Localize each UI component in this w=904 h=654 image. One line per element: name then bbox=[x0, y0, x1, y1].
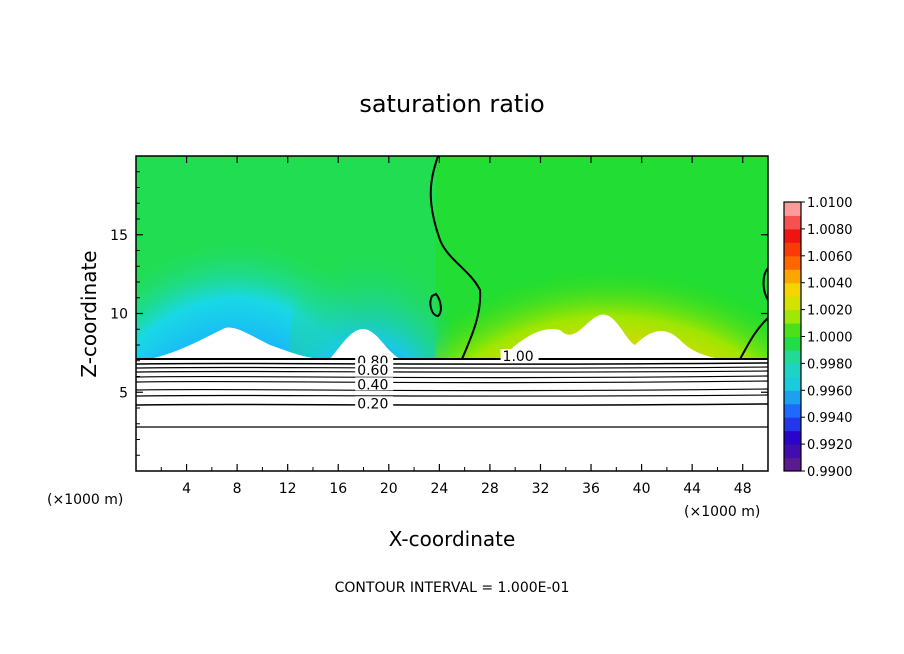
contour-label: 0.20 bbox=[357, 396, 388, 412]
colorbar-tick-label: 0.9900 bbox=[807, 465, 853, 480]
contour-interval-note: CONTOUR INTERVAL = 1.000E-01 bbox=[335, 580, 570, 596]
white-patch-middle bbox=[330, 329, 400, 359]
colorbar-band bbox=[784, 390, 801, 405]
colorbar-band bbox=[784, 336, 801, 351]
colorbar-tick-label: 0.9940 bbox=[807, 411, 853, 426]
colorbar-band bbox=[784, 444, 801, 459]
colorbar-band bbox=[784, 403, 801, 418]
colorbar-band bbox=[784, 430, 801, 445]
white-patch-left bbox=[150, 327, 320, 359]
contour-right-lower bbox=[739, 317, 768, 360]
contour-label: 1.00 bbox=[503, 349, 534, 365]
x-tick-label: 40 bbox=[633, 481, 651, 497]
colorbar-band bbox=[784, 296, 801, 311]
colorbar-tick-label: 1.0100 bbox=[807, 196, 853, 211]
white-patch-right bbox=[500, 314, 720, 359]
colorbar-tick-label: 0.9960 bbox=[807, 384, 853, 399]
colorbar-tick-label: 1.0060 bbox=[807, 250, 853, 265]
colorbar-tick-label: 1.0040 bbox=[807, 277, 853, 292]
y-axis-label: Z-coordinate bbox=[77, 250, 101, 377]
contour-label-bg bbox=[500, 349, 539, 363]
colorbar-band bbox=[784, 349, 801, 364]
colorbar-band bbox=[784, 255, 801, 270]
colorbar-tick-label: 0.9980 bbox=[807, 357, 853, 372]
contour-right-edge bbox=[762, 267, 768, 301]
x-axis-label: X-coordinate bbox=[389, 527, 516, 551]
y-tick-label: 15 bbox=[110, 228, 128, 244]
y-tick-label: 5 bbox=[119, 385, 128, 401]
colorbar-band bbox=[784, 309, 801, 324]
contour-label: 0.40 bbox=[357, 377, 388, 393]
colorbar-tick-label: 1.0020 bbox=[807, 304, 853, 319]
x-tick-label: 48 bbox=[734, 481, 752, 497]
contour-line-1-00 bbox=[429, 156, 482, 360]
x-axis: 4 8 12 16 20 24 28 32 36 40 44 48 bbox=[160, 156, 752, 497]
x-tick-label: 32 bbox=[532, 481, 550, 497]
contour-loop bbox=[429, 292, 442, 318]
colorbar-band bbox=[784, 363, 801, 378]
colorbar-tick-label: 0.9920 bbox=[807, 438, 853, 453]
contour-label-bg bbox=[355, 377, 394, 391]
y-tick-label: 10 bbox=[110, 307, 128, 323]
colorbar-band bbox=[784, 417, 801, 432]
colorbar-band bbox=[784, 269, 801, 284]
colorbar-band bbox=[784, 282, 801, 297]
colorbar-band bbox=[784, 202, 801, 216]
chart-title: saturation ratio bbox=[359, 90, 544, 118]
colorbar-band bbox=[784, 215, 801, 230]
x-tick-label: 16 bbox=[329, 481, 347, 497]
x-tick-label: 24 bbox=[430, 481, 448, 497]
contour-label: 0.60 bbox=[357, 363, 388, 379]
contour-label-bg bbox=[355, 363, 394, 377]
x-unit-left: (×1000 m) bbox=[47, 492, 123, 508]
colorbar: 0.9900 0.9920 0.9940 0.9960 0.9980 1.0000 1.00… bbox=[783, 196, 853, 480]
colorbar-band bbox=[784, 228, 801, 243]
contour-labels: 1.000.800.600.400.20 bbox=[355, 349, 539, 412]
x-unit-right: (×1000 m) bbox=[684, 504, 760, 520]
colorbar-tick-label: 1.0000 bbox=[807, 331, 853, 346]
field-lower bbox=[136, 359, 768, 471]
colorbar-band bbox=[784, 323, 801, 337]
colorbar-band bbox=[784, 242, 801, 257]
x-tick-label: 28 bbox=[481, 481, 499, 497]
colorbar-band bbox=[784, 457, 801, 472]
x-tick-label: 44 bbox=[683, 481, 701, 497]
x-tick-label: 4 bbox=[182, 481, 191, 497]
y-axis: 5 10 15 bbox=[110, 171, 768, 456]
x-tick-label: 36 bbox=[582, 481, 600, 497]
heatmap-field bbox=[136, 156, 768, 471]
colorbar-band bbox=[784, 376, 801, 391]
colorbar-tick-label: 1.0080 bbox=[807, 223, 853, 238]
x-tick-label: 12 bbox=[279, 481, 297, 497]
x-tick-label: 20 bbox=[380, 481, 398, 497]
x-tick-label: 8 bbox=[233, 481, 242, 497]
contour-label-bg bbox=[355, 396, 394, 410]
